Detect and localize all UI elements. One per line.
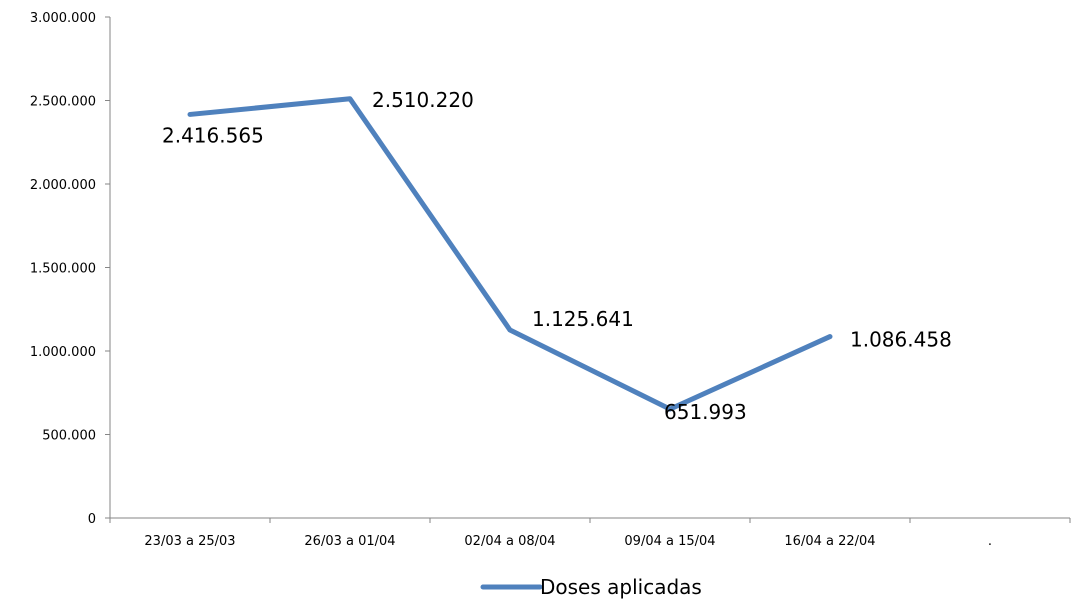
data-label: 651.993 <box>664 400 747 424</box>
x-tick-label: 09/04 a 15/04 <box>624 534 715 549</box>
series-line <box>187 96 833 412</box>
y-tick-label: 1.500.000 <box>30 262 96 277</box>
x-tick-label: 26/03 a 01/04 <box>304 534 395 549</box>
y-tick-label: 2.000.000 <box>30 178 96 193</box>
y-axis-ticks: 0 500.000 1.000.000 1.500.000 2.000.000 2.500… <box>30 11 110 527</box>
legend: Doses aplicadas <box>480 575 702 599</box>
legend-label: Doses aplicadas <box>540 575 702 599</box>
y-tick-label: 0 <box>88 512 96 527</box>
data-label: 1.086.458 <box>850 328 952 352</box>
axes <box>109 17 1070 519</box>
y-tick-label: 2.500.000 <box>30 95 96 110</box>
x-tick-label: . <box>988 534 992 549</box>
x-tick-label: 16/04 a 22/04 <box>784 534 875 549</box>
x-tick-label: 02/04 a 08/04 <box>464 534 555 549</box>
y-tick-label: 500.000 <box>42 429 96 444</box>
series-group <box>187 96 833 412</box>
x-tick-label: 23/03 a 25/03 <box>144 534 235 549</box>
x-axis-ticks: 23/03 a 25/03 26/03 a 01/04 02/04 a 08/04 0… <box>109 518 1071 549</box>
y-tick-label: 3.000.000 <box>30 11 96 26</box>
data-labels: 2.416.565 2.510.220 1.125.641 651.993 1.086.… <box>162 88 952 424</box>
data-label: 2.416.565 <box>162 123 264 147</box>
data-label: 2.510.220 <box>372 88 474 112</box>
y-tick-label: 1.000.000 <box>30 345 96 360</box>
data-label: 1.125.641 <box>532 307 634 331</box>
